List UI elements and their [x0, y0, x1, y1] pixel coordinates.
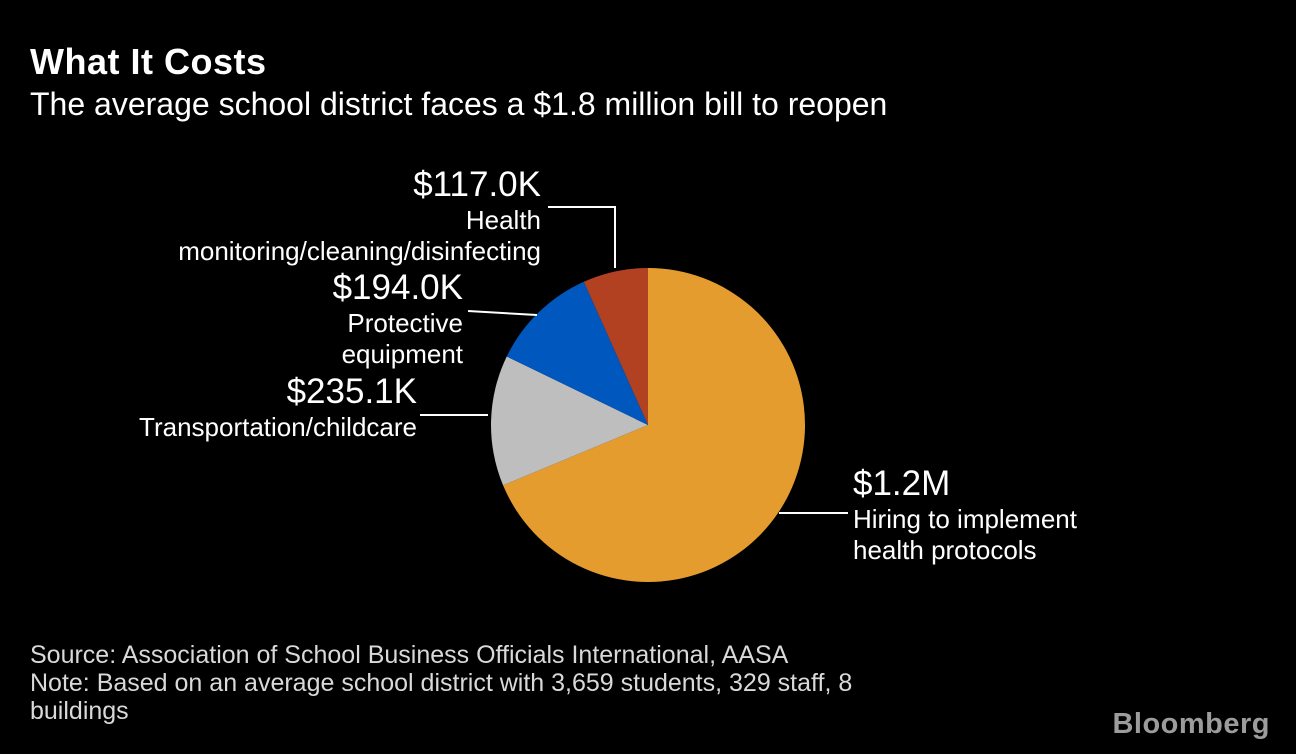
source-line: Source: Association of School Business O…: [30, 641, 789, 669]
pie-label-text: Transportation/childcare: [139, 412, 417, 442]
bloomberg-logo: Bloomberg: [1112, 708, 1270, 740]
pie-label-amount: $117.0K: [413, 165, 541, 204]
pie-slice-1: [491, 356, 648, 486]
pie-label-text: Hiring to implement health protocols: [853, 504, 1077, 565]
pie-label-amount: $235.1K: [286, 372, 417, 411]
pie-slice-3: [583, 268, 648, 425]
leader-line-protective-equipment: [467, 310, 538, 316]
pie-label-text: Health monitoring/cleaning/disinfecting: [178, 205, 541, 266]
pie-slice-0: [503, 268, 806, 582]
chart-title: What It Costs: [30, 41, 267, 82]
pie-label-protective-equipment: $194.0K Protective equipment: [163, 268, 463, 370]
pie-label-hiring: $1.2M Hiring to implement health protoco…: [853, 464, 1193, 566]
pie-label-transportation-childcare: $235.1K Transportation/childcare: [57, 372, 417, 443]
pie-label-amount: $1.2M: [853, 464, 951, 503]
chart-footer: Source: Association of School Business O…: [30, 641, 1030, 725]
chart-subtitle: The average school district faces a $1.8…: [30, 86, 888, 122]
chart-header: What It Costs The average school distric…: [30, 40, 887, 124]
note-line: Note: Based on an average school distric…: [30, 669, 853, 725]
pie-label-health-monitoring: $117.0K Health monitoring/cleaning/disin…: [61, 165, 541, 267]
pie-slices-group: [491, 268, 806, 582]
pie-label-amount: $194.0K: [332, 268, 463, 307]
pie-slice-2: [506, 281, 648, 425]
pie-label-text: Protective equipment: [341, 308, 463, 369]
leader-line-health-monitoring: [548, 206, 616, 268]
